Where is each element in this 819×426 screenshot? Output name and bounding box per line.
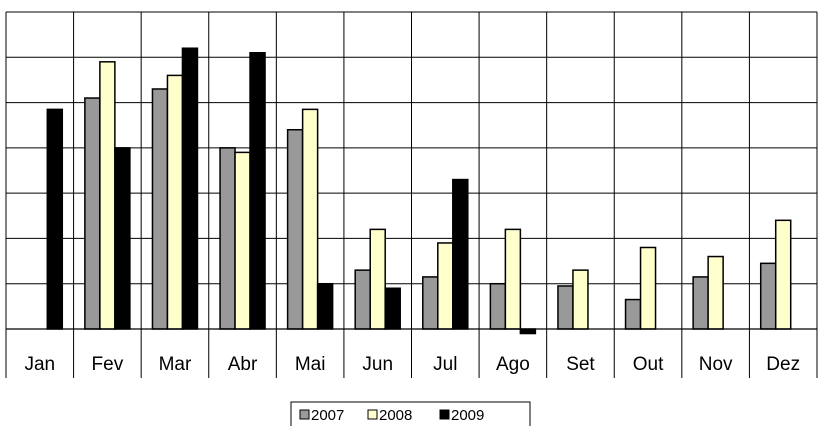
bar-2009-Mar (181, 47, 199, 330)
bar-2009-Jul (452, 178, 469, 330)
bar-2007-Out (624, 298, 642, 330)
bar-2009-Ago (519, 328, 537, 335)
bar-2008-Dez (774, 219, 792, 330)
x-tick-label-Nov: Nov (699, 354, 733, 375)
x-tick-label-Set: Set (566, 354, 595, 375)
x-tick-label-Dez: Dez (766, 354, 800, 375)
bar-2008-Out (639, 246, 657, 330)
grid (5, 11, 818, 378)
x-tick-label-Jul: Jul (433, 354, 457, 375)
legend-swatch-2009 (439, 409, 450, 420)
bar-2008-Ago (504, 228, 522, 330)
x-tick-label-Abr: Abr (228, 354, 258, 375)
bar-2008-Nov (707, 255, 724, 330)
bar-2009-Abr (249, 52, 266, 330)
bars (46, 47, 792, 335)
bar-2007-Jul (422, 276, 439, 330)
bar-2007-Dez (759, 262, 777, 330)
legend-swatch-2008 (367, 409, 378, 420)
bar-2008-Fev (99, 61, 116, 330)
x-tick-labels: Jan Fev Mar Abr Mai Jun Jul Ago Set Out Nov Dez (24, 354, 800, 375)
legend: 2007 2008 2009 (290, 401, 531, 426)
legend-label-2009: 2009 (451, 407, 484, 424)
bar-2007-Set (557, 285, 574, 330)
legend-swatch-2007 (299, 409, 310, 420)
x-tick-label-Mar: Mar (159, 354, 192, 375)
bar-2009-Jan (46, 108, 64, 330)
bar-2007-Mar (151, 88, 169, 330)
legend-box (290, 401, 531, 426)
bar-2008-Mar (166, 74, 184, 330)
legend-label-2007: 2007 (311, 407, 344, 424)
bar-2008-Set (572, 269, 589, 330)
bar-2008-Abr (234, 151, 251, 330)
bar-2009-Fev (114, 147, 131, 330)
legend-label-2008: 2008 (379, 407, 412, 424)
bar-2007-Mai (286, 128, 304, 330)
bar-2008-Mai (301, 108, 319, 330)
x-tick-label-Out: Out (633, 354, 664, 375)
bar-2009-Mai (316, 282, 334, 330)
x-tick-label-Jun: Jun (362, 354, 393, 375)
bar-2007-Jun (354, 269, 371, 330)
bar-2007-Fev (84, 97, 101, 330)
x-tick-label-Ago: Ago (496, 354, 530, 375)
x-tick-label-Fev: Fev (92, 354, 124, 375)
bar-2007-Nov (692, 276, 709, 330)
bar-2008-Jul (437, 242, 454, 330)
x-tick-label-Jan: Jan (24, 354, 55, 375)
x-tick-label-Mai: Mai (295, 354, 326, 375)
bar-2008-Jun (369, 228, 386, 330)
bar-2007-Ago (489, 282, 507, 330)
bar-2009-Jun (384, 287, 401, 330)
bar-2007-Abr (219, 147, 236, 330)
